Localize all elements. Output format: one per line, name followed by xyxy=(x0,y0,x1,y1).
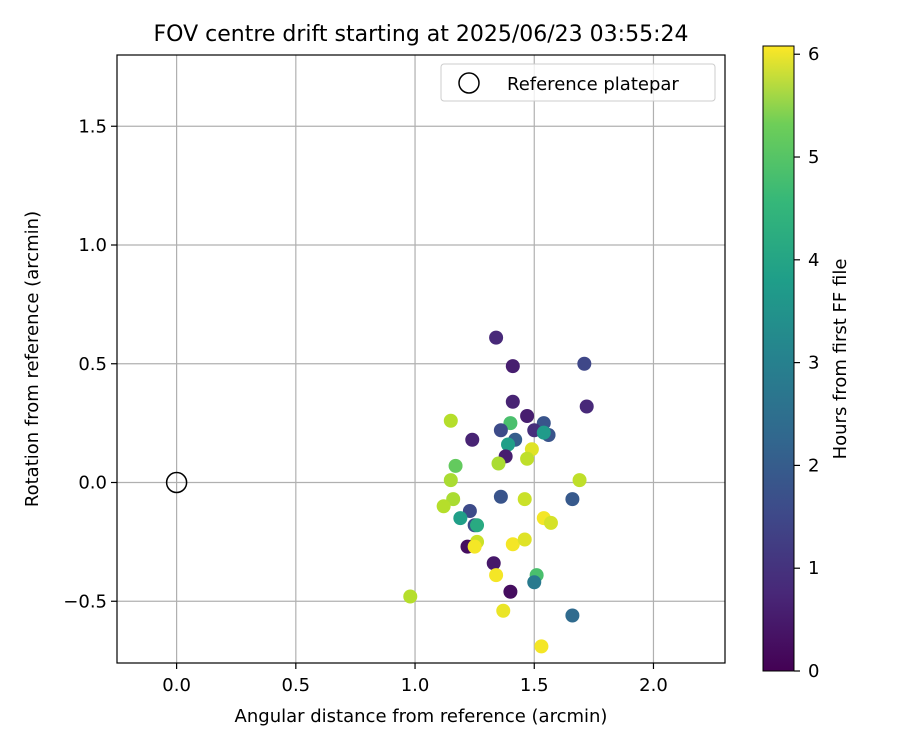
data-point xyxy=(493,423,508,438)
grid-lines xyxy=(117,55,725,663)
data-point xyxy=(493,489,508,504)
legend-marker-open-circle xyxy=(458,72,480,94)
data-point xyxy=(505,394,520,409)
colorbar-tick-label: 3 xyxy=(808,353,819,374)
plot-frame xyxy=(116,54,726,664)
data-point xyxy=(470,518,485,533)
data-point xyxy=(443,413,458,428)
y-tick-label: 0.0 xyxy=(78,473,107,494)
colorbar-tick-label: 2 xyxy=(808,455,819,476)
data-point xyxy=(543,515,558,530)
data-point xyxy=(505,359,520,374)
data-point xyxy=(446,492,461,507)
colorbar-label: Hours from first FF file xyxy=(830,259,851,460)
y-axis-label: Rotation from reference (arcmin) xyxy=(22,211,43,507)
data-point xyxy=(520,451,535,466)
data-point xyxy=(501,437,516,452)
data-point xyxy=(565,492,580,507)
x-axis-ticks: 0.0 0.5 1.0 1.5 2.0 xyxy=(162,663,668,696)
y-tick-label: 0.5 xyxy=(78,354,107,375)
colorbar: 0 1 2 3 4 5 6 Hours from first FF file xyxy=(762,44,851,682)
data-point xyxy=(527,575,542,590)
x-tick-label: 1.5 xyxy=(520,675,549,696)
colorbar-tick-label: 6 xyxy=(808,44,819,65)
data-point xyxy=(462,504,477,518)
y-tick-label: −0.5 xyxy=(63,591,107,612)
colorbar-tick-label: 1 xyxy=(808,558,819,579)
x-tick-label: 0.5 xyxy=(282,675,311,696)
data-point xyxy=(503,584,518,599)
y-axis-ticks: −0.5 0.0 0.5 1.0 1.5 xyxy=(63,116,117,612)
data-point xyxy=(577,356,592,371)
x-tick-label: 1.0 xyxy=(401,675,430,696)
data-points xyxy=(403,330,594,654)
x-tick-label: 0.0 xyxy=(162,675,191,696)
x-tick-label: 2.0 xyxy=(639,675,668,696)
chart-title: FOV centre drift starting at 2025/06/23 … xyxy=(154,22,689,47)
data-point xyxy=(436,499,451,514)
data-point xyxy=(403,589,418,604)
data-point xyxy=(465,432,480,447)
data-point xyxy=(503,416,518,431)
colorbar-ticks: 0 1 2 3 4 5 6 xyxy=(794,44,819,682)
x-axis-label: Angular distance from reference (arcmin) xyxy=(235,706,608,727)
legend: Reference platepar xyxy=(440,63,716,102)
legend-box xyxy=(440,63,716,102)
data-point xyxy=(467,539,482,554)
y-tick-label: 1.5 xyxy=(78,116,107,137)
data-point xyxy=(491,456,506,471)
reference-platepar-marker xyxy=(165,471,188,494)
data-point xyxy=(517,492,532,507)
y-tick-label: 1.0 xyxy=(78,235,107,256)
data-point xyxy=(489,330,504,345)
data-point xyxy=(486,556,501,571)
data-point xyxy=(505,537,520,552)
colorbar-tick-label: 0 xyxy=(808,661,819,682)
reference-layer xyxy=(165,471,188,494)
data-point xyxy=(496,603,511,618)
data-point xyxy=(453,511,468,526)
data-point xyxy=(565,608,580,623)
colorbar-tick-label: 4 xyxy=(808,250,819,271)
data-point xyxy=(489,568,504,583)
data-point xyxy=(579,399,594,414)
legend-label: Reference platepar xyxy=(507,74,679,95)
data-point xyxy=(534,639,549,654)
data-point xyxy=(517,532,532,547)
data-point xyxy=(572,473,587,488)
data-point xyxy=(448,458,463,473)
data-point xyxy=(536,425,551,440)
colorbar-tick-label: 5 xyxy=(808,147,819,168)
data-point xyxy=(520,409,535,423)
colorbar-gradient xyxy=(762,45,795,672)
data-point xyxy=(443,473,458,488)
